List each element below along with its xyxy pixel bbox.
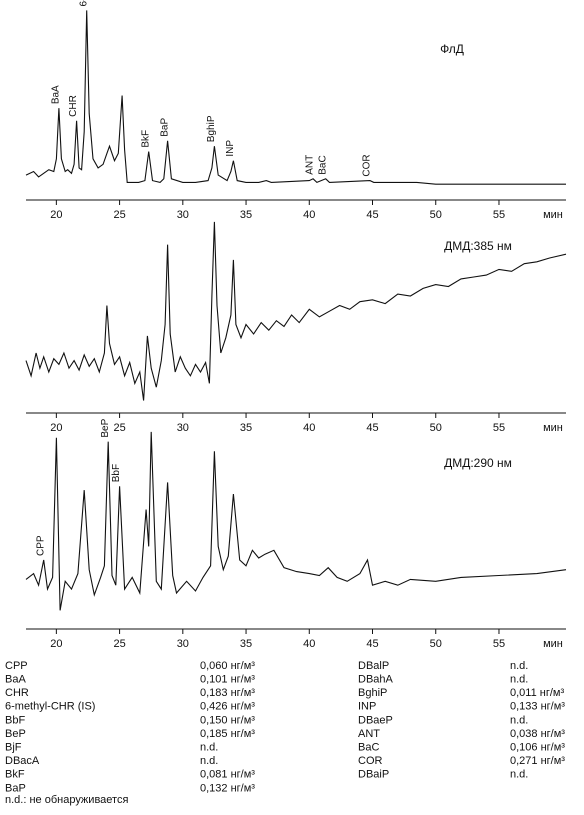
concentration: n.d.	[510, 769, 528, 781]
concentration: 0,183 нг/м³	[200, 687, 255, 699]
concentration: 0,060 нг/м³	[200, 660, 255, 672]
x-tick-label: 30	[177, 422, 189, 434]
compound-name: BkF	[5, 769, 25, 781]
peak-label: CPP	[35, 535, 46, 556]
x-axis-label: мин	[543, 422, 563, 434]
concentration: 0,426 нг/м³	[200, 701, 255, 713]
concentration: 0,081 нг/м³	[200, 769, 255, 781]
compound-name: ANT	[358, 728, 380, 740]
x-tick-label: 20	[50, 422, 62, 434]
chromatogram-line	[25, 221, 567, 401]
x-tick-label: 20	[50, 638, 62, 650]
panel-title: ФлД	[440, 42, 464, 56]
compound-name: BeP	[5, 728, 26, 740]
peak-label: BbF	[111, 464, 122, 482]
x-axis-label: мин	[543, 209, 563, 221]
concentration: n.d.	[200, 755, 218, 767]
compound-name: CHR	[5, 687, 29, 699]
x-tick-label: 45	[366, 638, 378, 650]
x-tick-label: 30	[177, 209, 189, 221]
x-tick-label: 50	[430, 422, 442, 434]
compound-name: DBaiP	[358, 769, 389, 781]
x-tick-label: 55	[493, 209, 505, 221]
x-tick-label: 40	[303, 422, 315, 434]
peak-label: 6-methyl-CHR (IS)	[78, 0, 89, 6]
compound-name: BghiP	[358, 687, 387, 699]
concentration: 0,133 нг/м³	[510, 701, 565, 713]
x-tick-label: 45	[366, 422, 378, 434]
footnote: n.d.: не обнаруживается	[5, 794, 128, 806]
compound-name: BaA	[5, 674, 26, 686]
compound-name: DBacA	[5, 755, 40, 767]
x-tick-label: 35	[240, 422, 252, 434]
chromatogram-line	[25, 431, 567, 611]
concentration: n.d.	[200, 742, 218, 754]
peak-label: BaP	[159, 118, 170, 137]
compound-name: 6-methyl-CHR (IS)	[5, 701, 95, 713]
x-tick-label: 50	[430, 209, 442, 221]
compound-name: DBaeP	[358, 714, 393, 726]
concentration: 0,150 нг/м³	[200, 714, 255, 726]
x-tick-label: 45	[366, 209, 378, 221]
compound-name: DBalP	[358, 660, 389, 672]
peak-label: CHR	[68, 95, 79, 117]
chromatogram-line	[25, 10, 566, 185]
x-tick-label: 35	[240, 638, 252, 650]
x-tick-label: 30	[177, 638, 189, 650]
peak-label: BghiP	[206, 115, 217, 142]
x-tick-label: 40	[303, 638, 315, 650]
compound-name: CPP	[5, 660, 28, 672]
concentration: n.d.	[510, 660, 528, 672]
peak-label: INP	[225, 140, 236, 157]
panel-title: ДМД:290 нм	[444, 456, 512, 470]
compound-name: BbF	[5, 714, 25, 726]
peak-label: ANT	[305, 155, 316, 175]
x-tick-label: 25	[113, 209, 125, 221]
peak-label: BaA	[51, 85, 62, 104]
x-tick-label: 55	[493, 422, 505, 434]
x-axis-label: мин	[543, 638, 563, 650]
concentration: 0,185 нг/м³	[200, 728, 255, 740]
compound-name: BaP	[5, 782, 26, 794]
compound-name: BjF	[5, 742, 22, 754]
concentration: 0,038 нг/м³	[510, 728, 565, 740]
peak-label: BkF	[140, 130, 151, 148]
peak-label: BeP	[100, 418, 111, 437]
x-tick-label: 40	[303, 209, 315, 221]
compound-name: COR	[358, 755, 383, 767]
concentration: n.d.	[510, 714, 528, 726]
compound-name: DBahA	[358, 674, 394, 686]
concentration: 0,132 нг/м³	[200, 782, 255, 794]
concentration: n.d.	[510, 674, 528, 686]
peak-label: BaC	[317, 155, 328, 174]
x-tick-label: 20	[50, 209, 62, 221]
x-tick-label: 35	[240, 209, 252, 221]
concentration: 0,011 нг/м³	[510, 687, 564, 699]
compound-name: BaC	[358, 742, 379, 754]
x-tick-label: 25	[113, 422, 125, 434]
panel-title: ДМД:385 нм	[444, 239, 512, 253]
concentration: 0,101 нг/м³	[200, 674, 255, 686]
x-tick-label: 25	[113, 638, 125, 650]
compound-name: INP	[358, 701, 376, 713]
concentration: 0,106 нг/м³	[510, 742, 565, 754]
concentration: 0,271 нг/м³	[510, 755, 565, 767]
x-tick-label: 50	[430, 638, 442, 650]
peak-label: COR	[362, 154, 373, 176]
x-tick-label: 55	[493, 638, 505, 650]
